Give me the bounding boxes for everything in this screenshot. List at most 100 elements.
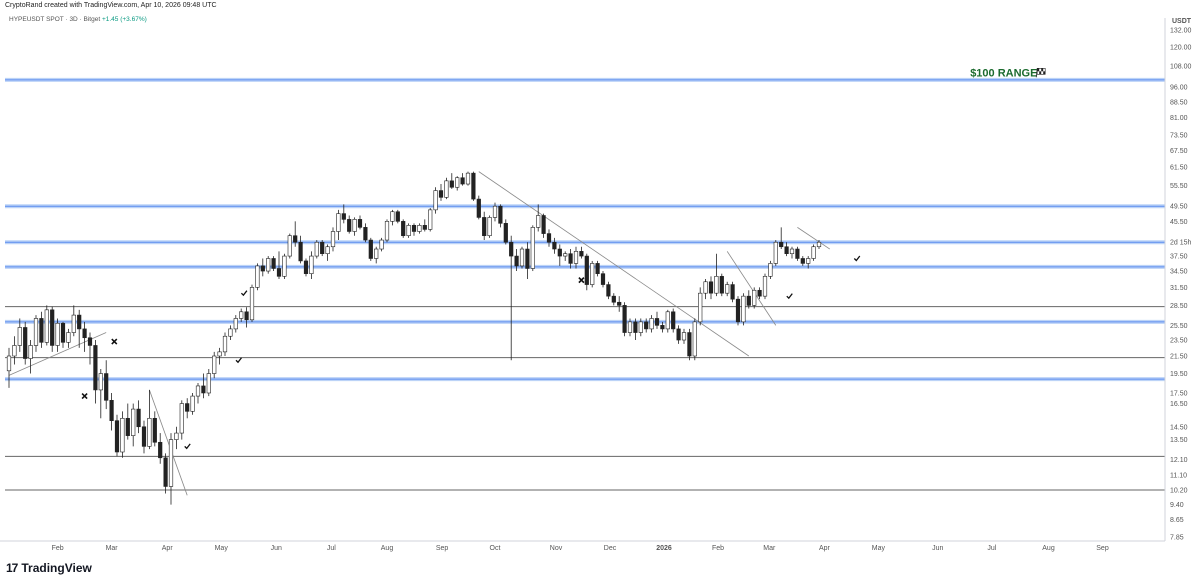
candle-body	[55, 322, 60, 346]
y-tick-label: 16.50	[1170, 401, 1188, 408]
y-tick-label: 25.50	[1170, 323, 1188, 330]
cross-icon	[81, 393, 88, 400]
x-tick-label: Dec	[604, 545, 617, 552]
y-tick-label: 61.50	[1170, 165, 1188, 172]
candle-body	[93, 345, 98, 391]
candle-body	[649, 318, 654, 330]
candle-body	[298, 241, 303, 262]
candle-body	[185, 403, 190, 412]
x-tick-label: Nov	[550, 545, 563, 552]
candle-body	[428, 209, 433, 230]
candle-body	[195, 385, 201, 397]
candle-body	[411, 225, 417, 232]
y-tick-label: 49.50	[1170, 204, 1188, 211]
candle-body	[530, 227, 535, 269]
candle-body	[17, 327, 22, 346]
candle-body	[152, 417, 157, 443]
candle-body	[131, 408, 136, 436]
symbol-name: HYPEUSDT SPOT · 3D · Bitget	[9, 16, 101, 23]
candle-body	[563, 253, 568, 257]
x-tick-label: 2026	[656, 545, 672, 552]
y-tick-label: 21.50	[1170, 354, 1188, 361]
candle-body	[233, 318, 238, 330]
candle-body	[260, 265, 265, 272]
candle-body	[28, 345, 33, 359]
flag-square	[1037, 68, 1040, 72]
candle-body	[12, 345, 17, 357]
candle-body	[6, 355, 12, 372]
tradingview-brand[interactable]: 17 TradingView	[6, 561, 92, 575]
candle-body	[114, 420, 120, 453]
candle-body	[762, 276, 768, 297]
brand-name: TradingView	[21, 561, 92, 575]
x-tick-label: Sep	[1096, 545, 1109, 552]
candle-body	[746, 295, 751, 306]
x-tick-label: May	[215, 545, 229, 552]
check-icon	[786, 293, 793, 300]
candle-body	[627, 321, 633, 333]
candle-body	[811, 246, 816, 259]
candle-body	[179, 403, 184, 434]
candle-body	[401, 221, 406, 237]
candle-body	[487, 217, 492, 237]
candle-body	[406, 225, 411, 237]
y-tick-label: 13.50	[1170, 437, 1188, 444]
candle-body	[44, 309, 49, 343]
y-tick-label: 108.00	[1170, 64, 1192, 71]
candle-body	[676, 328, 681, 341]
candle-body	[730, 284, 735, 300]
candle-body	[330, 231, 336, 248]
candle-body	[168, 439, 174, 487]
candle-body	[66, 332, 71, 343]
candle-body	[460, 177, 465, 185]
x-tick-label: Apr	[162, 545, 174, 552]
candle-body	[503, 223, 508, 243]
candle-body	[212, 355, 217, 374]
candle-body	[201, 385, 206, 394]
y-tick-label: 23.50	[1170, 338, 1188, 345]
symbol-info: HYPEUSDT SPOT · 3D · Bitget +1.45 (+3.67…	[9, 16, 147, 23]
range-annotation: $100 RANGE	[970, 67, 1037, 79]
candle-body	[768, 263, 773, 277]
y-tick-label: 73.50	[1170, 133, 1188, 140]
candle-body	[228, 328, 233, 337]
y-tick-label: 19.50	[1170, 371, 1188, 378]
x-tick-label: Sep	[436, 545, 449, 552]
candle-body	[244, 311, 249, 321]
candle-body	[276, 268, 282, 277]
candle-body	[633, 321, 638, 333]
candle-body	[341, 213, 346, 220]
candle-body	[492, 205, 498, 218]
candle-body	[390, 211, 395, 222]
candle-body	[87, 337, 93, 346]
candle-body	[681, 332, 687, 341]
y-tick-label: 2d 15h	[1170, 240, 1192, 247]
candle-body	[476, 198, 481, 218]
candle-body	[444, 180, 449, 198]
candle-body	[800, 258, 805, 264]
y-tick-label: 34.50	[1170, 269, 1188, 276]
candle-body	[368, 239, 373, 259]
check-icon	[240, 290, 248, 297]
candle-body	[336, 213, 341, 232]
candle-body	[703, 281, 708, 294]
flag-square	[1039, 71, 1042, 75]
trendline	[726, 251, 777, 326]
y-tick-label: 8.65	[1170, 517, 1184, 524]
y-tick-label: 10.20	[1170, 487, 1188, 494]
candle-body	[293, 235, 298, 243]
y-tick-label: 55.50	[1170, 183, 1188, 190]
candle-body	[158, 441, 163, 459]
candle-body	[590, 263, 595, 285]
annotations: $100 RANGE	[81, 67, 1046, 450]
candle-body	[60, 322, 66, 343]
y-tick-label: 120.00	[1170, 45, 1192, 52]
candle-body	[136, 408, 141, 428]
candle-body	[525, 248, 530, 269]
x-tick-label: May	[872, 545, 886, 552]
candle-body	[552, 241, 557, 250]
check-icon	[235, 357, 243, 364]
y-axis-ticks: 132.00 120.00 108.00 96.00 88.50 81.00 73.50 67…	[1170, 28, 1192, 542]
x-tick-label: Apr	[819, 545, 831, 552]
